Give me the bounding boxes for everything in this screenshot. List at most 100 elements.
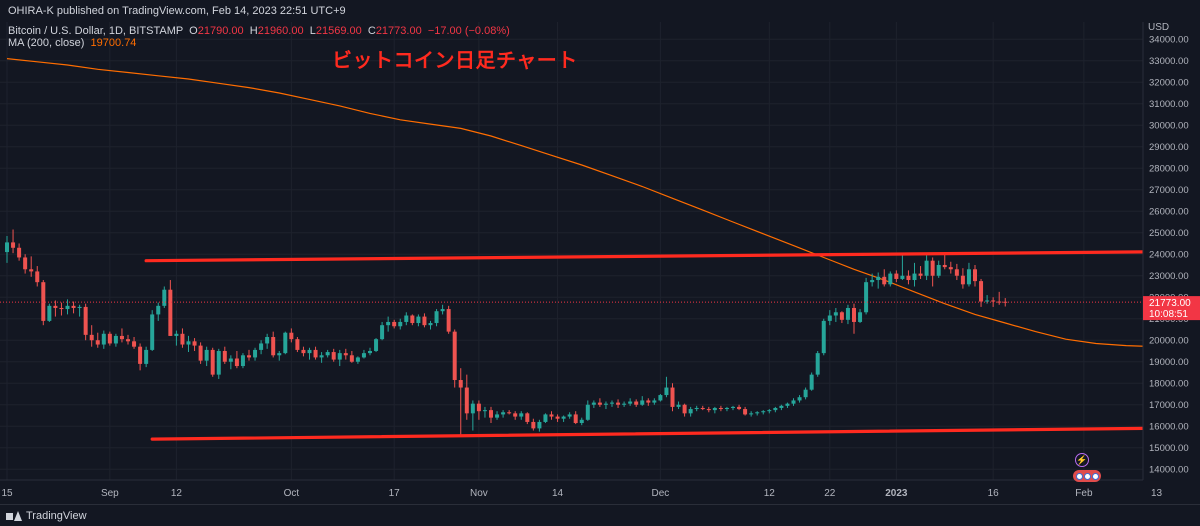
candle xyxy=(11,229,16,254)
candle-body xyxy=(325,352,330,356)
candle-body xyxy=(489,410,493,418)
candle xyxy=(174,330,179,346)
candle xyxy=(307,347,312,360)
candle xyxy=(670,383,675,412)
candle-body xyxy=(815,353,820,375)
legend-ma-label: MA (200, close) xyxy=(8,37,85,49)
x-tick-label: 16 xyxy=(988,488,1000,499)
bolt-icon[interactable]: ⚡ xyxy=(1075,453,1089,467)
price-chart[interactable]: USD 14000.00 15000.00 16000.00 17000.00 1800… xyxy=(0,22,1200,504)
candle-body xyxy=(646,400,651,403)
candle xyxy=(833,307,838,322)
candle-body xyxy=(234,358,239,367)
candle xyxy=(597,398,602,407)
candle-body xyxy=(422,316,427,326)
candles-layer xyxy=(5,229,1008,435)
candle xyxy=(658,393,663,402)
y-tick-label: 30000.00 xyxy=(1149,121,1189,132)
candle xyxy=(434,309,439,327)
candle-body xyxy=(301,349,306,354)
x-tick-label: Dec xyxy=(652,488,670,499)
candle xyxy=(936,260,941,278)
candle xyxy=(95,332,100,348)
candle-body xyxy=(773,407,778,411)
candle-body xyxy=(573,414,578,424)
candle xyxy=(797,395,802,403)
candle xyxy=(186,335,191,353)
candle-body xyxy=(434,311,439,324)
candle-body xyxy=(664,387,669,396)
y-tick-label: 24000.00 xyxy=(1149,250,1189,261)
y-tick-label: 17000.00 xyxy=(1149,400,1189,411)
candle xyxy=(101,330,106,349)
candle xyxy=(132,337,137,349)
candle xyxy=(271,331,276,358)
candle xyxy=(882,269,887,287)
candle xyxy=(519,411,524,420)
chart-area[interactable]: USD 14000.00 15000.00 16000.00 17000.00 1800… xyxy=(0,22,1200,504)
candle-body xyxy=(210,349,215,375)
candle-body xyxy=(682,404,687,414)
x-tick-label: Oct xyxy=(284,488,300,499)
tradingview-logo[interactable]: TradingView xyxy=(6,510,87,522)
legend-ma[interactable]: MA (200, close) 19700.74 xyxy=(8,37,136,49)
candle-body xyxy=(5,242,9,253)
candle-body xyxy=(440,309,445,312)
candle-body xyxy=(821,320,826,354)
candle xyxy=(785,402,790,408)
y-axis-panel[interactable] xyxy=(1143,22,1200,480)
candle-body xyxy=(319,355,324,358)
candle-body xyxy=(785,403,790,406)
candle xyxy=(616,399,621,408)
candle xyxy=(283,331,288,355)
candle-body xyxy=(47,305,52,321)
legend-close-label: C xyxy=(367,25,376,37)
candle xyxy=(979,278,984,307)
candle-body xyxy=(585,404,590,420)
candle xyxy=(265,333,270,349)
candle-body xyxy=(156,305,161,315)
candle xyxy=(749,411,754,417)
flags-icon[interactable] xyxy=(1073,470,1101,482)
candle-body xyxy=(894,273,899,279)
candle xyxy=(416,314,421,327)
candle xyxy=(924,255,929,281)
candle xyxy=(126,334,130,345)
candle xyxy=(918,266,923,279)
candle xyxy=(470,400,475,431)
candle-body xyxy=(482,410,487,412)
candle xyxy=(29,256,34,277)
candle xyxy=(319,352,324,363)
candle-body xyxy=(755,412,760,414)
x-tick-label: Feb xyxy=(1075,488,1093,499)
trendlines-layer[interactable] xyxy=(144,249,1200,441)
legend-close: 21773.00 xyxy=(375,25,422,37)
candle xyxy=(567,412,572,419)
candle-body xyxy=(652,400,657,403)
candle xyxy=(313,346,318,360)
candle-body xyxy=(839,312,844,320)
candle-body xyxy=(888,273,893,285)
candle-body xyxy=(35,271,40,283)
footer-brand: TradingView xyxy=(26,509,87,522)
candle xyxy=(791,398,796,406)
candle-body xyxy=(918,273,923,276)
candle-body xyxy=(53,305,58,308)
candle-body xyxy=(307,349,312,354)
candle xyxy=(398,318,403,330)
x-tick-label: 17 xyxy=(389,488,401,499)
candle-body xyxy=(519,413,524,417)
candle-body xyxy=(688,409,693,414)
y-tick-label: 27000.00 xyxy=(1149,185,1189,196)
candle xyxy=(845,304,850,325)
candle-body xyxy=(803,389,808,398)
x-tick-label: 14 xyxy=(552,488,564,499)
candle xyxy=(573,411,578,425)
x-axis-panel[interactable] xyxy=(0,480,1143,504)
candle xyxy=(603,401,608,410)
candle xyxy=(198,342,203,364)
candle-body xyxy=(610,402,614,404)
candle xyxy=(864,277,869,315)
candle-body xyxy=(591,402,596,405)
candle-body xyxy=(410,315,415,324)
